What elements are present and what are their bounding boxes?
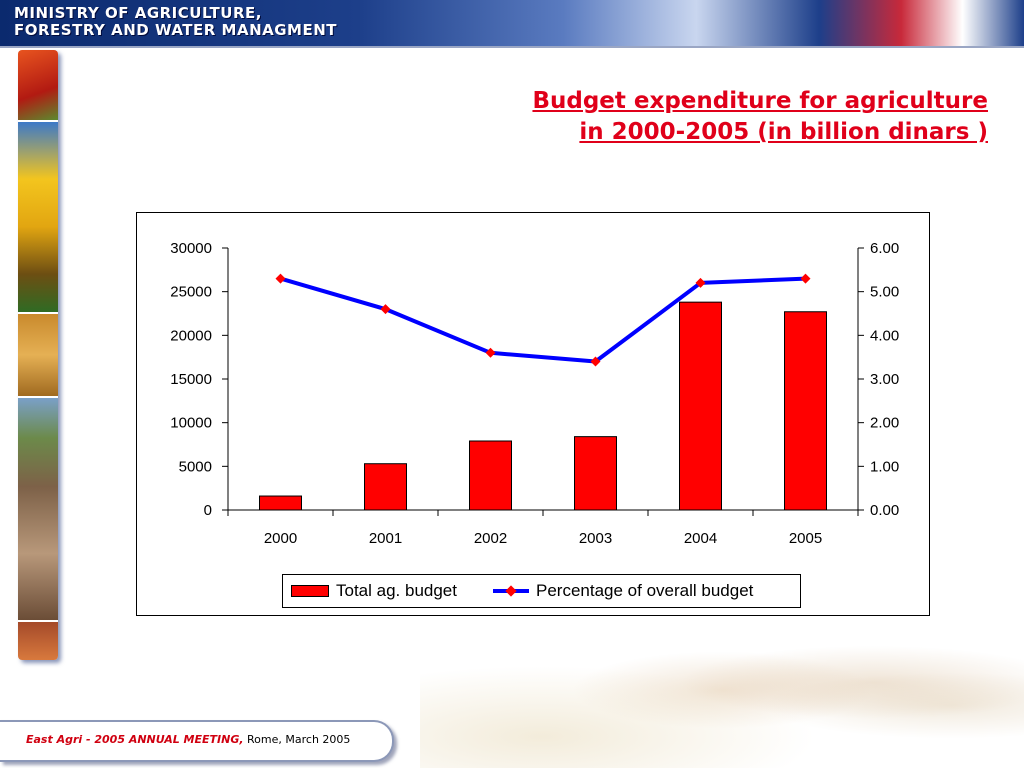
legend-item-line: Percentage of overall budget bbox=[493, 581, 753, 601]
bar bbox=[574, 436, 617, 511]
right-y-tick-label: 6.00 bbox=[870, 240, 899, 257]
slide-title-line1: Budget expenditure for agriculture bbox=[532, 88, 988, 114]
footer-event: East Agri - 2005 ANNUAL MEETING, bbox=[26, 733, 244, 746]
right-y-tick-label: 0.00 bbox=[870, 502, 899, 519]
x-tick-label: 2000 bbox=[264, 530, 297, 547]
sunflower-photo bbox=[18, 122, 58, 312]
bar bbox=[679, 301, 722, 511]
legend-line-swatch bbox=[493, 585, 529, 597]
ministry-name: MINISTRY OF AGRICULTURE, FORESTRY AND WA… bbox=[14, 5, 434, 39]
left-y-tick-label: 10000 bbox=[170, 415, 212, 432]
legend-item-bar: Total ag. budget bbox=[291, 581, 457, 601]
line-point bbox=[695, 277, 706, 288]
legend-bar-swatch bbox=[291, 585, 329, 597]
x-tick-label: 2002 bbox=[474, 530, 507, 547]
line-point bbox=[590, 356, 601, 367]
right-y-tick-label: 2.00 bbox=[870, 415, 899, 432]
footer-banner: East Agri - 2005 ANNUAL MEETING, Rome, M… bbox=[0, 720, 394, 762]
background-illustration bbox=[420, 612, 1024, 768]
chart-legend: Total ag. budget Percentage of overall b… bbox=[282, 574, 801, 608]
bar bbox=[364, 463, 407, 511]
footer-location: Rome, March 2005 bbox=[243, 733, 351, 746]
budget-chart: 0 5000 10000 15000 20000 25000 30000 0.00 1.00 2.… bbox=[170, 240, 899, 547]
produce-photo bbox=[18, 622, 58, 660]
x-tick-label: 2004 bbox=[684, 530, 717, 547]
line-point bbox=[485, 347, 496, 358]
line-point bbox=[275, 273, 286, 284]
field-photo bbox=[18, 398, 58, 620]
ministry-name-line2: FORESTRY AND WATER MANAGMENT bbox=[14, 21, 338, 39]
footer-text: East Agri - 2005 ANNUAL MEETING, Rome, M… bbox=[26, 733, 350, 746]
line-point bbox=[800, 273, 811, 284]
grain-photo bbox=[18, 314, 58, 396]
legend-label-line: Percentage of overall budget bbox=[536, 581, 754, 600]
slide-title: Budget expenditure for agriculture in 20… bbox=[532, 86, 988, 148]
left-y-tick-label: 30000 bbox=[170, 240, 212, 257]
right-y-tick-label: 4.00 bbox=[870, 327, 899, 344]
slide-title-line2: in 2000-2005 (in billion dinars ) bbox=[579, 119, 988, 145]
bar bbox=[784, 311, 827, 511]
left-y-tick-label: 25000 bbox=[170, 284, 212, 301]
ministry-banner: MINISTRY OF AGRICULTURE, FORESTRY AND WA… bbox=[0, 0, 1024, 48]
left-y-tick-label: 5000 bbox=[179, 458, 212, 475]
x-tick-label: 2003 bbox=[579, 530, 612, 547]
right-y-tick-label: 3.00 bbox=[870, 371, 899, 388]
left-y-tick-label: 15000 bbox=[170, 371, 212, 388]
ministry-name-line1: MINISTRY OF AGRICULTURE, bbox=[14, 4, 262, 22]
x-tick-label: 2001 bbox=[369, 530, 402, 547]
line-point bbox=[380, 304, 391, 315]
legend-label-bar: Total ag. budget bbox=[336, 581, 457, 600]
chart-frame: 0 5000 10000 15000 20000 25000 30000 0.00 1.00 2.… bbox=[136, 212, 930, 616]
percentage-line bbox=[279, 276, 806, 364]
right-y-tick-label: 1.00 bbox=[870, 458, 899, 475]
side-photo-strip bbox=[18, 50, 58, 660]
bar bbox=[469, 440, 512, 511]
x-tick-label: 2005 bbox=[789, 530, 822, 547]
bar bbox=[259, 495, 302, 511]
left-y-tick-label: 20000 bbox=[170, 327, 212, 344]
right-y-tick-label: 5.00 bbox=[870, 284, 899, 301]
pepper-photo bbox=[18, 50, 58, 120]
left-y-tick-label: 0 bbox=[204, 502, 212, 519]
